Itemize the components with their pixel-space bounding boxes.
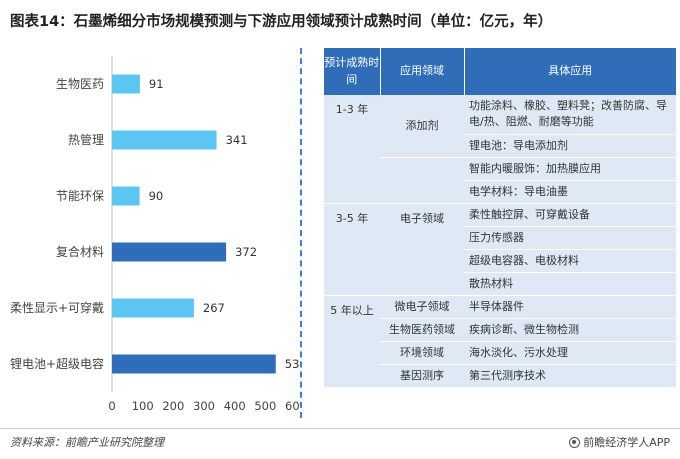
bar [112,354,276,374]
category-label: 锂电池+超级电容 [10,356,104,371]
chart-title: 图表14：石墨烯细分市场规模预测与下游应用领域预计成熟时间（单位：亿元，年） [10,14,553,30]
period-cell: 5 年以上 [324,294,380,388]
application-cell: 功能涂料、橡胶、塑料凳；改善防腐、导电/热、阻燃、耐磨等功能 [464,93,676,135]
application-cell: 散热材料 [464,272,676,296]
brand-label: 前瞻经济学人APP [583,436,670,449]
x-tick-label: 300 [193,399,215,413]
brand-logo-icon [569,436,581,448]
table-row: 锂电池：导电添加剂 [324,134,676,158]
header-application: 具体应用 [464,48,676,94]
x-tick-label: 200 [162,399,184,413]
data-label: 341 [226,133,248,147]
data-label: 267 [203,301,225,315]
field-cell [380,157,464,204]
application-cell: 智能内暖服饰：加热膜应用 [464,157,676,181]
application-cell: 超级电容器、电极材料 [464,249,676,273]
data-label: 90 [149,189,164,203]
bar-chart: 生物医药 91 热管理 341 节能环保 90 复合材料 372 柔性显示+可穿戴 267 锂电池+… [10,56,300,413]
x-tick-label: 600 [285,399,300,413]
section-divider [300,48,302,418]
category-label: 节能环保 [56,189,104,203]
application-cell: 电学材料：导电油墨 [464,180,676,204]
application-cell: 半导体器件 [464,294,676,319]
footer-divider [0,428,680,429]
x-tick-label: 500 [254,399,276,413]
bar [112,242,227,262]
table-row: 压力传感器 [324,226,676,250]
field-cell: 环境领域 [380,341,464,365]
brand-credit: 前瞻经济学人APP [569,434,670,450]
field-cell: 微电子领域 [380,294,464,319]
category-label: 复合材料 [56,244,104,259]
table-row: 生物医药领域 疾病诊断、微生物检测 [324,318,676,342]
period-cell: 3-5 年 [324,202,380,296]
table-row: 1-3 年 添加剂 功能涂料、橡胶、塑料凳；改善防腐、导电/热、阻燃、耐磨等功能 [324,93,676,204]
table-header-row: 预计成熟时间 应用领域 具体应用 [324,48,676,94]
table-row: 超级电容器、电极材料 [324,249,676,273]
field-cell: 添加剂 [380,93,464,158]
category-label: 热管理 [68,132,104,147]
period-cell: 1-3 年 [324,93,380,204]
maturity-table: 预计成熟时间 应用领域 具体应用 1-3 年 添加剂 功能涂料、橡胶、塑料凳；改… [324,48,676,388]
table-row: 3-5 年 电子领域 柔性触控屏、可穿戴设备 [324,202,676,296]
table-row: 基因测序 第三代测序技术 [324,364,676,388]
application-cell: 锂电池：导电添加剂 [464,134,676,158]
field-cell: 生物医药领域 [380,318,464,342]
table-row: 散热材料 [324,272,676,296]
bar [112,130,217,150]
source-note: 资料来源：前瞻产业研究院整理 [10,436,164,449]
table-row: 5 年以上 微电子领域 半导体器件 [324,294,676,388]
data-label: 372 [235,245,257,259]
table-row: 智能内暖服饰：加热膜应用 [324,157,676,204]
application-cell: 第三代测序技术 [464,364,676,388]
data-label: 91 [149,77,164,91]
application-cell: 海水淡化、污水处理 [464,341,676,365]
field-cell: 基因测序 [380,364,464,388]
category-label: 生物医药 [56,77,104,91]
field-cell: 电子领域 [380,202,464,296]
application-cell: 柔性触控屏、可穿戴设备 [464,202,676,227]
x-tick-label: 100 [132,399,154,413]
category-label: 柔性显示+可穿戴 [10,300,104,315]
table-row: 电学材料：导电油墨 [324,180,676,204]
x-tick-label: 0 [108,399,115,413]
bar [112,298,194,318]
table-row: 环境领域 海水淡化、污水处理 [324,341,676,365]
x-tick-label: 400 [224,399,246,413]
bar [112,186,140,206]
header-field: 应用领域 [380,48,465,94]
application-cell: 压力传感器 [464,226,676,250]
data-label: 534 [285,357,300,371]
bar [112,74,140,94]
header-period: 预计成熟时间 [324,48,381,94]
application-cell: 疾病诊断、微生物检测 [464,318,676,342]
